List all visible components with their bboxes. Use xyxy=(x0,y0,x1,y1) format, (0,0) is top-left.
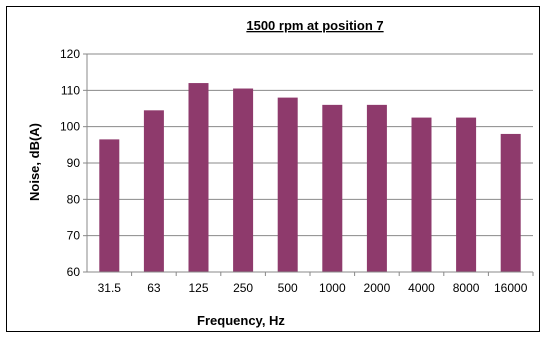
x-tick-label: 2000 xyxy=(364,281,391,295)
chart-title: 1500 rpm at position 7 xyxy=(246,18,383,33)
bar-31.5 xyxy=(99,139,120,272)
x-tick-label: 8000 xyxy=(453,281,480,295)
y-tick-label: 80 xyxy=(67,192,81,206)
x-tick-label: 500 xyxy=(278,281,298,295)
y-tick-label: 60 xyxy=(67,265,81,279)
x-tick-labels: 31.5 63 125 250 500 1000 2000 4000 8000 16000 xyxy=(98,281,528,295)
x-tick-label: 125 xyxy=(188,281,208,295)
bar-125 xyxy=(188,83,209,272)
bar-8000 xyxy=(456,117,477,272)
x-tick-label: 4000 xyxy=(408,281,435,295)
bars xyxy=(99,83,521,273)
bar-1000 xyxy=(322,104,343,272)
x-tick-label: 1000 xyxy=(319,281,346,295)
bar-63 xyxy=(143,110,164,272)
axes xyxy=(83,53,534,276)
bar-16000 xyxy=(500,133,521,272)
y-tick-labels: 60 70 80 90 100 110 120 xyxy=(60,47,80,279)
x-tick-label: 16000 xyxy=(494,281,528,295)
y-axis-title: Noise, dB(A) xyxy=(27,123,42,201)
x-tick-label: 31.5 xyxy=(98,281,122,295)
chart-container: 1500 rpm at position 7 60 70 80 90 100 110 120… xyxy=(6,6,540,332)
bar-4000 xyxy=(411,117,432,272)
y-tick-label: 100 xyxy=(60,120,80,134)
y-tick-label: 120 xyxy=(60,47,80,61)
chart-svg: 1500 rpm at position 7 60 70 80 90 100 110 120… xyxy=(27,18,534,328)
x-axis-title: Frequency, Hz xyxy=(197,313,285,328)
bar-250 xyxy=(233,88,254,273)
x-tick-label: 63 xyxy=(147,281,161,295)
y-tick-label: 110 xyxy=(61,83,80,97)
y-tick-label: 90 xyxy=(67,156,81,170)
bar-2000 xyxy=(366,104,387,272)
y-tick-label: 70 xyxy=(67,229,81,243)
bar-500 xyxy=(277,97,298,272)
x-tick-label: 250 xyxy=(233,281,253,295)
